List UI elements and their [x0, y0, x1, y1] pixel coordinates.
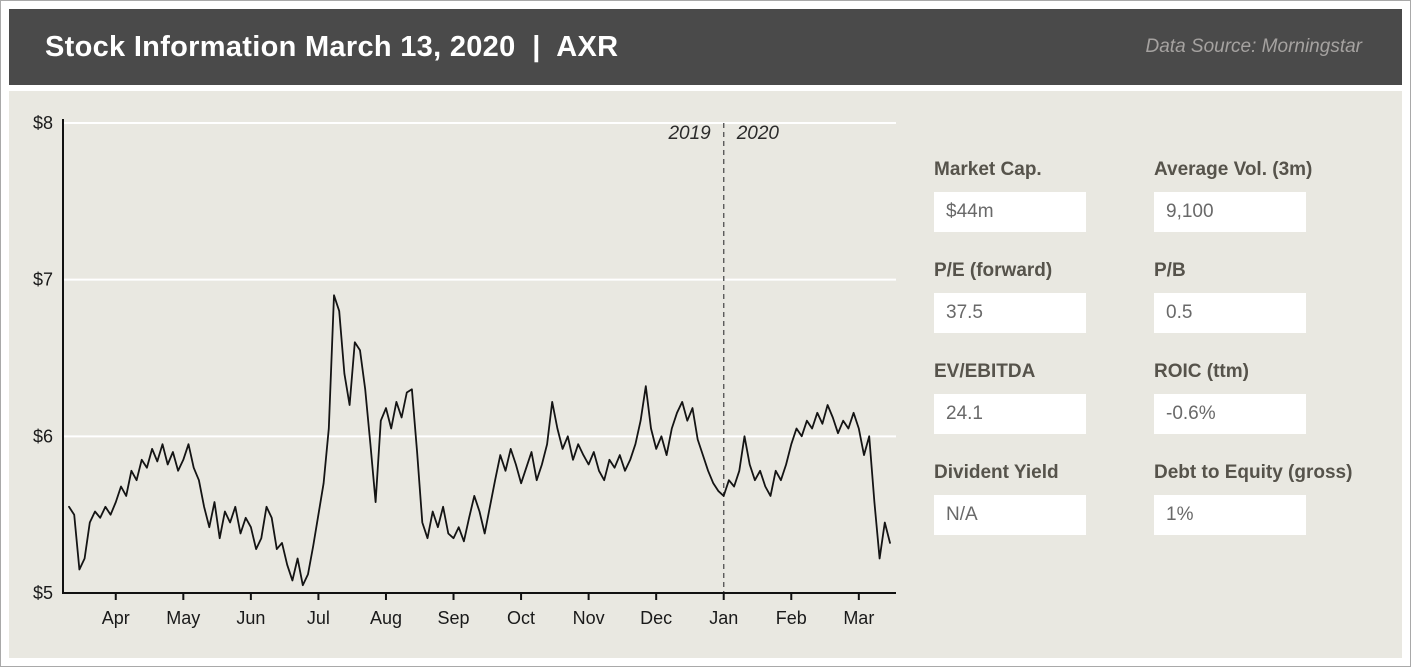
svg-text:May: May: [166, 608, 200, 628]
svg-text:Aug: Aug: [370, 608, 402, 628]
stat-average-volume: Average Vol. (3m) 9,100: [1154, 159, 1410, 232]
stat-average-volume-label: Average Vol. (3m): [1154, 159, 1313, 180]
svg-text:$5: $5: [33, 583, 53, 603]
stat-debt-to-equity: Debt to Equity (gross) 1%: [1154, 462, 1410, 535]
price-chart: 2019 2020 $5 $6 $7 $8 Apr May Jun Jul Aug Sep Oct Nov…: [21, 103, 921, 655]
stat-pb: P/B 0.5: [1154, 260, 1410, 333]
svg-text:Dec: Dec: [640, 608, 672, 628]
stat-dividend-yield: Divident Yield N/A: [934, 462, 1154, 535]
stat-ev-ebitda-value: 24.1: [934, 394, 1086, 434]
stat-dividend-yield-value: N/A: [934, 495, 1086, 535]
stat-market-cap-label: Market Cap.: [934, 159, 1042, 180]
svg-text:Jan: Jan: [709, 608, 738, 628]
stat-market-cap-value: $44m: [934, 192, 1086, 232]
svg-text:$6: $6: [33, 426, 53, 446]
svg-text:$7: $7: [33, 270, 53, 290]
svg-text:Mar: Mar: [843, 608, 874, 628]
header-bar: Stock Information March 13, 2020 | AXR D…: [9, 9, 1402, 85]
svg-text:Apr: Apr: [102, 608, 130, 628]
svg-text:Feb: Feb: [776, 608, 807, 628]
svg-text:Oct: Oct: [507, 608, 535, 628]
stat-pb-value: 0.5: [1154, 293, 1306, 333]
stat-pb-label: P/B: [1154, 260, 1186, 281]
stat-roic-label: ROIC (ttm): [1154, 361, 1249, 382]
stat-debt-to-equity-value: 1%: [1154, 495, 1306, 535]
stat-pe-forward-label: P/E (forward): [934, 260, 1053, 281]
stats-grid: Market Cap. $44m Average Vol. (3m) 9,100…: [934, 159, 1410, 535]
stat-ev-ebitda: EV/EBITDA 24.1: [934, 361, 1154, 434]
data-source-note: Data Source: Morningstar: [1145, 36, 1363, 57]
stat-market-cap: Market Cap. $44m: [934, 159, 1154, 232]
stat-dividend-yield-label: Divident Yield: [934, 462, 1059, 483]
svg-text:Nov: Nov: [573, 608, 605, 628]
stat-pe-forward-value: 37.5: [934, 293, 1086, 333]
svg-text:2020: 2020: [736, 123, 780, 144]
svg-text:2019: 2019: [667, 123, 711, 144]
stat-debt-to-equity-label: Debt to Equity (gross): [1154, 462, 1353, 483]
page-title: Stock Information March 13, 2020 | AXR: [45, 30, 619, 63]
svg-text:$8: $8: [33, 113, 53, 133]
svg-text:Jun: Jun: [236, 608, 265, 628]
svg-text:Jul: Jul: [307, 608, 330, 628]
svg-text:Sep: Sep: [438, 608, 470, 628]
stat-ev-ebitda-label: EV/EBITDA: [934, 361, 1036, 382]
stat-average-volume-value: 9,100: [1154, 192, 1306, 232]
price-chart-svg: 2019 2020 $5 $6 $7 $8 Apr May Jun Jul Aug Sep Oct Nov…: [33, 113, 896, 628]
content-panel: 2019 2020 $5 $6 $7 $8 Apr May Jun Jul Aug Sep Oct Nov…: [9, 91, 1402, 658]
stat-roic-value: -0.6%: [1154, 394, 1306, 434]
stat-pe-forward: P/E (forward) 37.5: [934, 260, 1154, 333]
stat-roic: ROIC (ttm) -0.6%: [1154, 361, 1410, 434]
